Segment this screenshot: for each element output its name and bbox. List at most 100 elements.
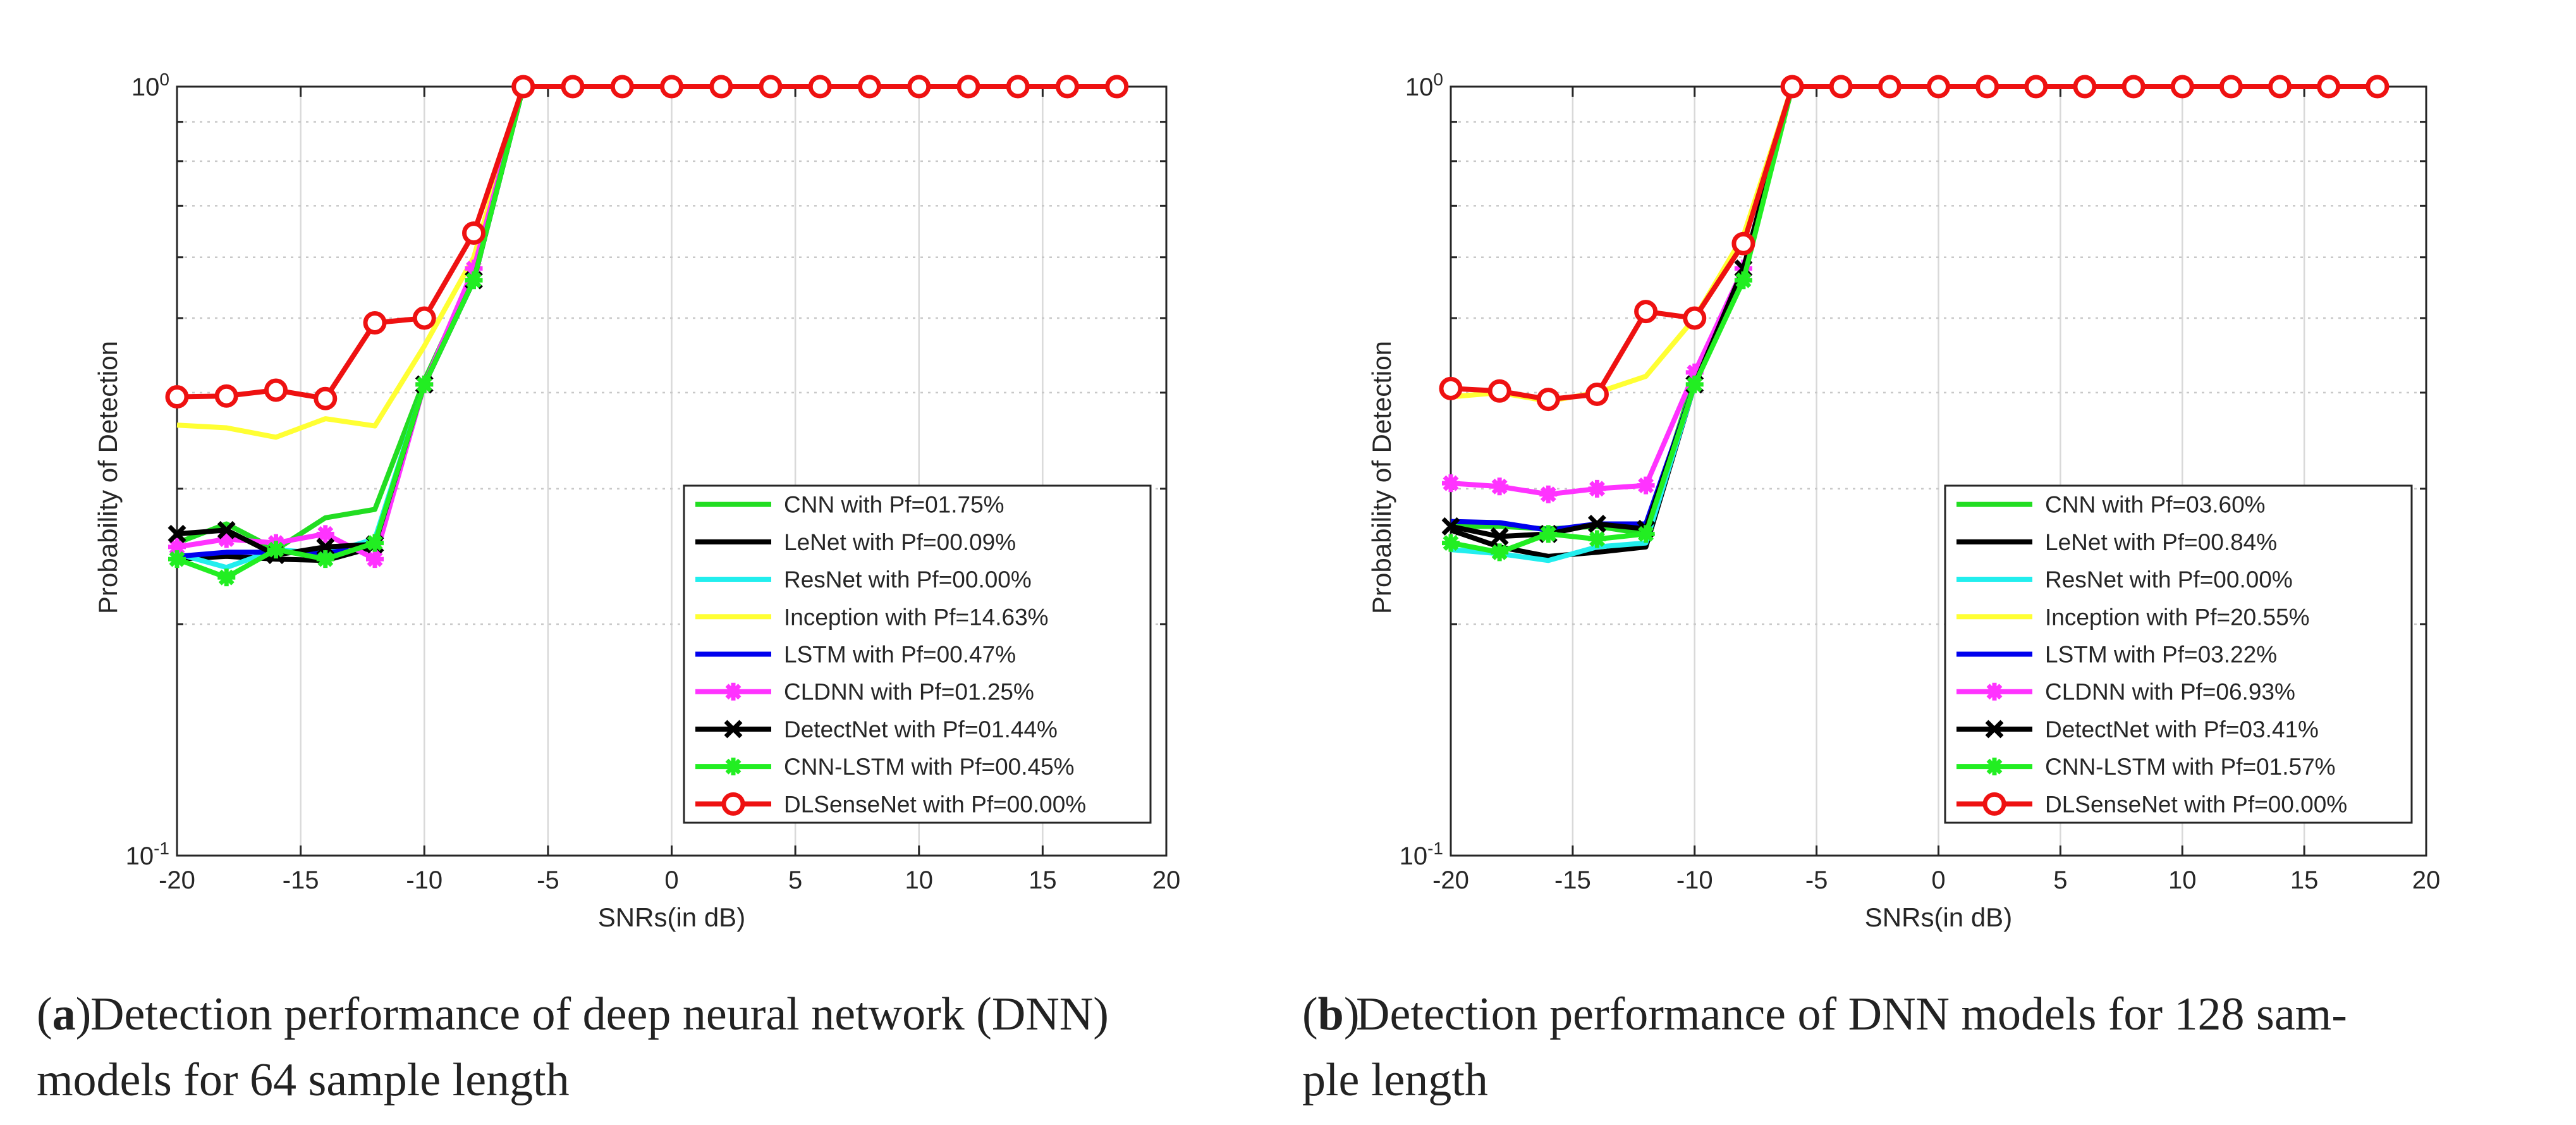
panel-b-caption-label: (b) bbox=[1302, 988, 1359, 1040]
panel-b-data-point bbox=[2219, 75, 2243, 99]
panel-b-caption-label-part: b bbox=[1318, 988, 1344, 1040]
panel-a-legend-entry: LeNet with Pf=00.09% bbox=[784, 529, 1016, 555]
panel-b-data-point bbox=[1637, 476, 1655, 495]
panel-b-data-point bbox=[1975, 75, 1999, 99]
panel-a-caption-label: (a) bbox=[37, 988, 91, 1040]
panel-a-legend-entry: DLSenseNet with Pf=00.00% bbox=[784, 791, 1086, 817]
panel-a-data-point bbox=[561, 75, 585, 99]
panel-a-data-point bbox=[217, 569, 236, 587]
panel-b-data-point bbox=[1829, 75, 1853, 99]
panel-a-legend-marker bbox=[724, 758, 742, 776]
panel-b-data-point bbox=[1491, 543, 1509, 562]
panel-a-xtick-label: -20 bbox=[159, 866, 195, 894]
panel-a-xtick-label: -15 bbox=[283, 866, 319, 894]
panel-b-xtick-label: -10 bbox=[1676, 866, 1713, 894]
panel-a-xtick-label: 15 bbox=[1029, 866, 1057, 894]
panel-a-legend-marker bbox=[721, 792, 745, 816]
panel-a-xtick-label: -10 bbox=[406, 866, 443, 894]
panel-b-ytick-label: 10-1 bbox=[1400, 839, 1443, 870]
panel-b-data-point bbox=[2268, 75, 2292, 99]
panel-a-data-point bbox=[267, 541, 285, 559]
panel-b-legend-marker bbox=[1982, 792, 2006, 816]
panel-a-legend-entry: CNN with Pf=01.75% bbox=[784, 492, 1004, 518]
panel-b-xtick-label: 20 bbox=[2412, 866, 2441, 894]
panel-a-data-point bbox=[214, 384, 238, 408]
panel-b-data-point bbox=[1877, 75, 1901, 99]
panel-b-data-point bbox=[1927, 75, 1950, 99]
panel-a-data-point bbox=[858, 75, 881, 99]
panel-b-data-point bbox=[2365, 75, 2390, 99]
panel-b-data-point bbox=[1536, 388, 1560, 412]
panel-a-data-point bbox=[168, 524, 186, 543]
panel-a-data-point bbox=[412, 306, 436, 330]
panel-b-caption-label-part: ) bbox=[1344, 988, 1360, 1040]
panel-b-caption-line-2: ple length bbox=[1302, 1054, 1488, 1106]
panel-b-data-point bbox=[1441, 517, 1460, 536]
panel-b-legend-entry: DetectNet with Pf=03.41% bbox=[2045, 716, 2319, 742]
panel-b-data-point bbox=[1442, 474, 1460, 493]
panel-b-data-point bbox=[1442, 534, 1460, 552]
panel-a-xtick-label: 10 bbox=[905, 866, 934, 894]
panel-b-data-point bbox=[1634, 300, 1658, 324]
panel-b-x-axis-label: SNRs(in dB) bbox=[1865, 902, 2012, 932]
panel-a-ytick-base: 10 bbox=[131, 73, 160, 101]
panel-b-data-point bbox=[1487, 379, 1511, 403]
panel-a-data-point bbox=[511, 75, 535, 99]
panel-a-data-point bbox=[363, 310, 387, 335]
panel-a-legend-entry: LSTM with Pf=00.47% bbox=[784, 642, 1016, 668]
panel-b-data-point bbox=[1780, 75, 1804, 99]
panel-a-series-8 bbox=[165, 75, 1129, 410]
panel-a-data-point bbox=[759, 75, 783, 99]
panel-a-ytick-label: 10-1 bbox=[126, 839, 169, 870]
panel-b-ytick-exponent: -1 bbox=[1427, 839, 1443, 858]
panel-a-ytick-exponent: -1 bbox=[154, 839, 169, 858]
panel-b-legend-entry: CNN-LSTM with Pf=01.57% bbox=[2045, 754, 2336, 780]
panel-a-data-point bbox=[610, 75, 634, 99]
panel-a-data-point bbox=[217, 530, 236, 548]
panel-b-data-point bbox=[1685, 363, 1704, 381]
panel-a-legend-entry: ResNet with Pf=00.00% bbox=[784, 567, 1032, 593]
panel-b-legend: CNN with Pf=03.60% LeNet with Pf=00.84% Re… bbox=[1944, 484, 2413, 824]
panel-a-caption-label-part: a bbox=[52, 988, 76, 1040]
panel-a-caption-label-part: ( bbox=[37, 988, 52, 1040]
panel-b-data-point bbox=[1539, 525, 1558, 543]
panel-b-y-axis-label: Probability of Detection bbox=[1367, 341, 1396, 614]
panel-a-data-point bbox=[660, 75, 683, 99]
panel-a-data-point bbox=[314, 386, 338, 410]
panel-a-data-point bbox=[316, 525, 334, 543]
panel-a-data-point bbox=[264, 378, 288, 402]
panel-b-legend-marker bbox=[1986, 682, 2003, 701]
panel-a-data-point bbox=[907, 75, 931, 99]
panel-b-ytick-label: 100 bbox=[1405, 70, 1443, 101]
panel-a-legend-entry: CLDNN with Pf=01.25% bbox=[784, 679, 1034, 705]
panel-b-xtick-label: -20 bbox=[1432, 866, 1469, 894]
panel-a-x-axis-label: SNRs(in dB) bbox=[598, 902, 745, 932]
panel-b-xtick-label: 5 bbox=[2053, 866, 2067, 894]
panel-a-data-point bbox=[465, 271, 483, 290]
panel-b-data-point bbox=[2073, 75, 2097, 99]
panel-a-caption: (a)Detection performance of deep neural … bbox=[37, 988, 1109, 1106]
panel-b-data-point bbox=[1734, 271, 1752, 290]
panel-a-data-point bbox=[462, 221, 485, 245]
panel-a-data-point bbox=[1056, 75, 1079, 99]
panel-a-data-point bbox=[808, 75, 832, 99]
panel-b-caption: (b)Detection performance of DNN models f… bbox=[1302, 988, 2347, 1106]
panel-b-data-point bbox=[1490, 527, 1509, 546]
panel-b-series-8 bbox=[1439, 75, 2390, 412]
panel-a-legend-entry: DetectNet with Pf=01.44% bbox=[784, 716, 1058, 742]
panel-b-legend-marker bbox=[1986, 758, 2003, 776]
panel-b-legend-entry: Inception with Pf=20.55% bbox=[2045, 604, 2310, 630]
panel-a-xtick-label: -5 bbox=[537, 866, 559, 894]
panel-b-xtick-label: -15 bbox=[1554, 866, 1591, 894]
panel-b-data-point bbox=[1587, 514, 1606, 533]
panel-b-data-point bbox=[2024, 75, 2048, 99]
panel-a-caption-label-part: ) bbox=[76, 988, 92, 1040]
panel-b-data-point bbox=[1637, 525, 1655, 543]
panel-a-legend-entry: CNN-LSTM with Pf=00.45% bbox=[784, 754, 1075, 780]
panel-a-data-point bbox=[1006, 75, 1030, 99]
panel-b-data-point bbox=[1685, 375, 1704, 393]
panel-b-data-point bbox=[1585, 383, 1609, 407]
panel-a-caption-line-2: models for 64 sample length bbox=[37, 1054, 570, 1106]
panel-a-caption-line-1: Detection performance of deep neural net… bbox=[90, 988, 1109, 1040]
